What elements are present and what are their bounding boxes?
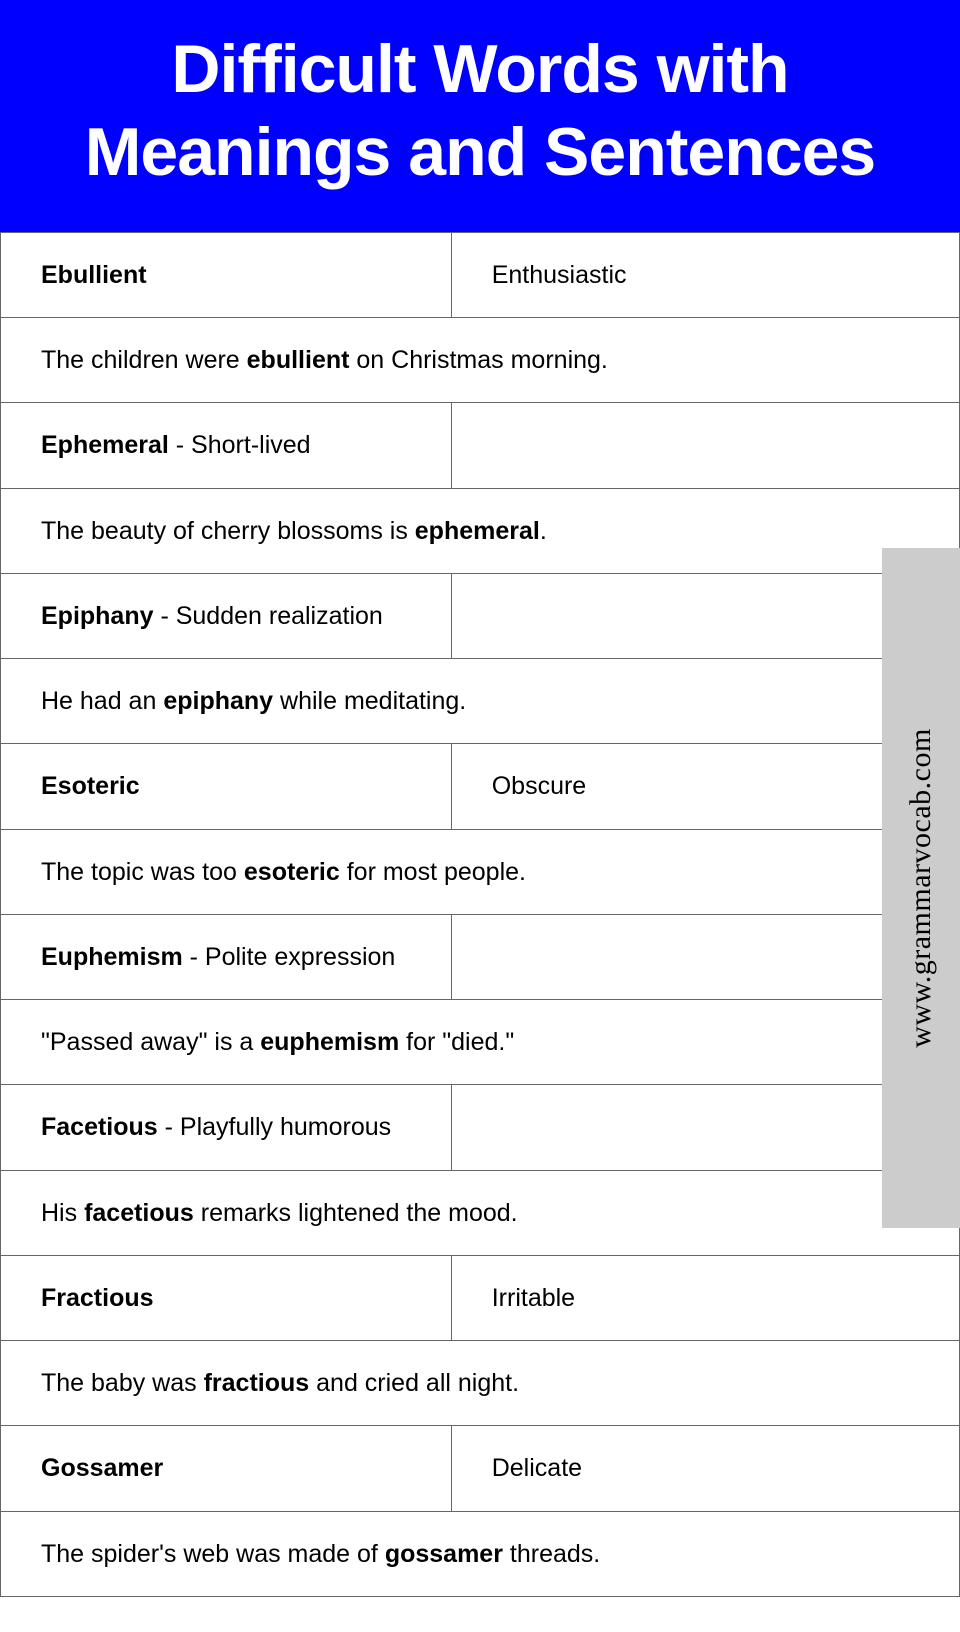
table-row: Ephemeral - Short-lived [1, 403, 960, 488]
word-text: Fractious [41, 1284, 154, 1312]
word-text: Ebullient [41, 261, 147, 289]
sentence-bold: ebullient [247, 346, 350, 374]
table-row: Esoteric Obscure [1, 744, 960, 829]
table-row: Gossamer Delicate [1, 1426, 960, 1511]
table-row: "Passed away" is a euphemism for "died." [1, 1000, 960, 1085]
table-row: Facetious - Playfully humorous [1, 1085, 960, 1170]
sentence-bold: fractious [204, 1369, 310, 1397]
meaning-text: Irritable [492, 1284, 575, 1312]
sentence-pre: The topic was too [41, 858, 244, 886]
vocab-table-body: Ebullient Enthusiastic The children were e… [1, 232, 960, 1596]
table-row: The beauty of cherry blossoms is ephemer… [1, 488, 960, 573]
word-cell: Fractious [1, 1255, 452, 1340]
sentence-post: and cried all night. [309, 1369, 519, 1397]
meaning-cell [451, 403, 959, 488]
word-cell: Ebullient [1, 232, 452, 317]
sentence-post: . [540, 517, 547, 545]
sentence-bold: esoteric [244, 858, 340, 886]
meaning-cell: Enthusiastic [451, 232, 959, 317]
sentence-pre: The children were [41, 346, 247, 374]
word-cell: Epiphany - Sudden realization [1, 573, 452, 658]
meaning-inline: - Sudden realization [154, 602, 383, 630]
sentence-bold: facetious [84, 1199, 194, 1227]
sentence-cell: The baby was fractious and cried all nig… [1, 1341, 960, 1426]
page-title: Difficult Words with Meanings and Senten… [0, 0, 960, 232]
table-row: Euphemism - Polite expression [1, 914, 960, 999]
sentence-pre: "Passed away" is a [41, 1028, 260, 1056]
table-row: The topic was too esoteric for most peop… [1, 829, 960, 914]
meaning-inline: - Short-lived [169, 431, 311, 459]
sentence-cell: The beauty of cherry blossoms is ephemer… [1, 488, 960, 573]
sentence-post: threads. [503, 1540, 600, 1568]
title-line-1: Difficult Words with [171, 31, 788, 107]
sentence-cell: His facetious remarks lightened the mood… [1, 1170, 960, 1255]
sentence-post: for most people. [340, 858, 526, 886]
table-row: The baby was fractious and cried all nig… [1, 1341, 960, 1426]
vocab-table: Ebullient Enthusiastic The children were e… [0, 232, 960, 1597]
word-cell: Facetious - Playfully humorous [1, 1085, 452, 1170]
word-text: Facetious [41, 1113, 158, 1141]
word-text: Gossamer [41, 1454, 163, 1482]
sentence-post: for "died." [399, 1028, 514, 1056]
word-cell: Gossamer [1, 1426, 452, 1511]
word-cell: Ephemeral - Short-lived [1, 403, 452, 488]
table-row: He had an epiphany while meditating. [1, 659, 960, 744]
word-text: Ephemeral [41, 431, 169, 459]
watermark-text: www.grammarvocab.com [904, 728, 938, 1048]
meaning-cell: Irritable [451, 1255, 959, 1340]
table-row: Fractious Irritable [1, 1255, 960, 1340]
meaning-text: Obscure [492, 772, 586, 800]
watermark: www.grammarvocab.com [882, 548, 960, 1228]
sentence-bold: gossamer [385, 1540, 503, 1568]
meaning-cell: Delicate [451, 1426, 959, 1511]
title-line-2: Meanings and Sentences [85, 114, 875, 190]
sentence-cell: He had an epiphany while meditating. [1, 659, 960, 744]
meaning-inline: - Polite expression [183, 943, 396, 971]
sentence-post: remarks lightened the mood. [194, 1199, 518, 1227]
sentence-pre: The spider's web was made of [41, 1540, 385, 1568]
sentence-bold: epiphany [163, 687, 273, 715]
word-cell: Esoteric [1, 744, 452, 829]
meaning-text: Enthusiastic [492, 261, 627, 289]
meaning-inline: - Playfully humorous [158, 1113, 391, 1141]
word-cell: Euphemism - Polite expression [1, 914, 452, 999]
sentence-bold: ephemeral [415, 517, 540, 545]
vocab-table-wrap: Ebullient Enthusiastic The children were e… [0, 232, 960, 1597]
word-text: Esoteric [41, 772, 140, 800]
meaning-text: Delicate [492, 1454, 582, 1482]
table-row: His facetious remarks lightened the mood… [1, 1170, 960, 1255]
sentence-pre: He had an [41, 687, 163, 715]
table-row: The spider's web was made of gossamer th… [1, 1511, 960, 1596]
sentence-post: while meditating. [273, 687, 466, 715]
sentence-cell: The spider's web was made of gossamer th… [1, 1511, 960, 1596]
sentence-bold: euphemism [260, 1028, 399, 1056]
table-row: Epiphany - Sudden realization [1, 573, 960, 658]
table-row: Ebullient Enthusiastic [1, 232, 960, 317]
sentence-cell: The topic was too esoteric for most peop… [1, 829, 960, 914]
sentence-cell: "Passed away" is a euphemism for "died." [1, 1000, 960, 1085]
sentence-pre: The baby was [41, 1369, 204, 1397]
sentence-pre: The beauty of cherry blossoms is [41, 517, 415, 545]
sentence-cell: The children were ebullient on Christmas… [1, 318, 960, 403]
sentence-pre: His [41, 1199, 84, 1227]
table-row: The children were ebullient on Christmas… [1, 318, 960, 403]
sentence-post: on Christmas morning. [349, 346, 607, 374]
word-text: Euphemism [41, 943, 183, 971]
word-text: Epiphany [41, 602, 154, 630]
